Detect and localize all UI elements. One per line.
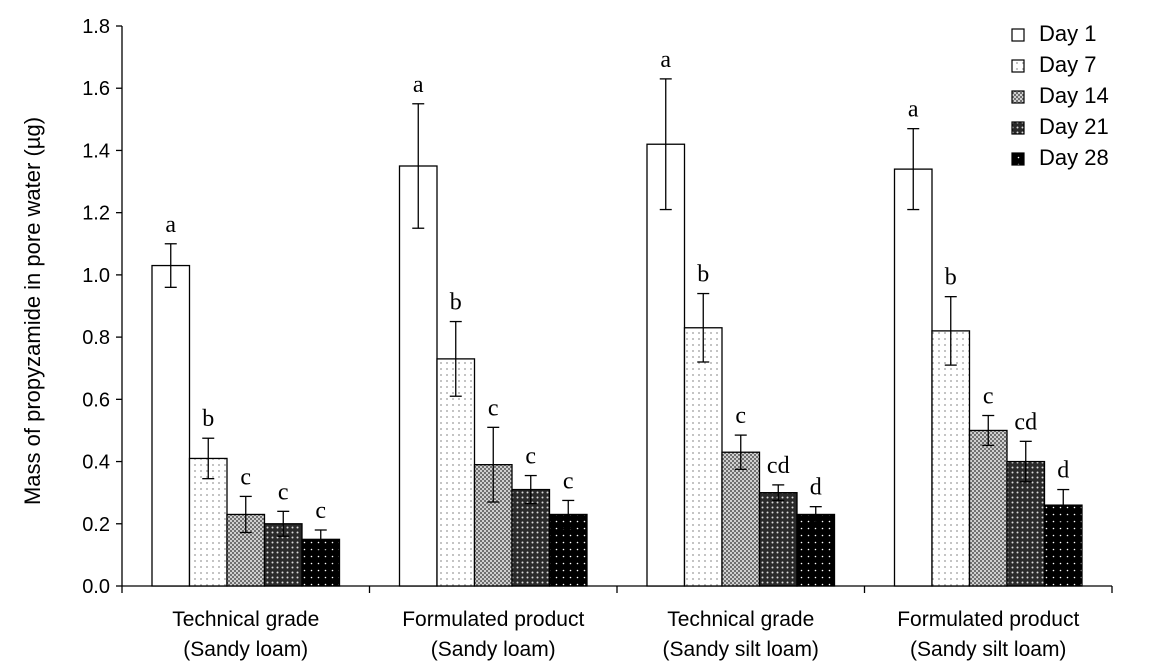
bar xyxy=(398,165,438,587)
significance-label: c xyxy=(315,498,326,524)
significance-label: cd xyxy=(767,453,790,479)
significance-label: c xyxy=(525,444,536,470)
y-tick-label: 1.2 xyxy=(82,203,110,225)
significance-label: cd xyxy=(1014,409,1037,435)
legend-label: Day 7 xyxy=(1039,52,1096,77)
bar xyxy=(758,492,798,587)
y-tick-label: 0.6 xyxy=(82,389,110,411)
bar xyxy=(646,143,686,587)
y-axis: 0.0 0.2 0.4 0.6 0.8 1.0 1.2 1.4 1.6 1.8 xyxy=(82,16,123,598)
significance-label: b xyxy=(450,290,462,316)
y-tick-label: 0.0 xyxy=(82,576,110,598)
bar xyxy=(796,513,836,587)
significance-label: c xyxy=(488,395,499,421)
significance-label: c xyxy=(240,464,251,490)
legend-label: Day 1 xyxy=(1039,21,1096,46)
x-category-label: Technical grade xyxy=(172,608,319,631)
significance-label: d xyxy=(1057,458,1069,484)
significance-label: a xyxy=(165,212,176,238)
bar xyxy=(511,488,551,587)
significance-label: a xyxy=(413,72,424,98)
significance-label: c xyxy=(983,384,994,410)
x-axis: Technical grade (Sandy loam) Formulated pr… xyxy=(121,585,1113,661)
y-tick-label: 1.4 xyxy=(82,140,110,162)
legend-label: Day 28 xyxy=(1039,145,1109,170)
y-tick-label: 0.2 xyxy=(82,514,110,536)
x-category-label: Formulated product xyxy=(897,608,1079,631)
significance-label: d xyxy=(810,475,822,501)
significance-label: b xyxy=(945,265,957,291)
legend-swatch xyxy=(1011,152,1025,166)
legend: Day 1 Day 7 Day 14 Day 21 Day 28 xyxy=(1011,21,1109,170)
x-category-label: (Sandy silt loam) xyxy=(910,638,1066,661)
legend-swatch xyxy=(1011,28,1025,42)
legend-swatch xyxy=(1011,90,1025,104)
legend-swatch xyxy=(1011,121,1025,135)
significance-label: a xyxy=(908,97,919,123)
y-axis-title: Mass of propyzamide in pore water (µg) xyxy=(20,117,45,505)
significance-label: a xyxy=(660,47,671,73)
x-category-label: (Sandy loam) xyxy=(431,638,556,661)
bar xyxy=(721,451,761,587)
x-category-label: Formulated product xyxy=(402,608,584,631)
y-tick-label: 1.0 xyxy=(82,265,110,287)
bar xyxy=(968,429,1008,587)
x-category-label: (Sandy silt loam) xyxy=(663,638,819,661)
bar xyxy=(893,168,933,587)
legend-label: Day 14 xyxy=(1039,83,1109,108)
significance-label: c xyxy=(278,479,289,505)
x-category-label: (Sandy loam) xyxy=(183,638,308,661)
y-tick-label: 1.6 xyxy=(82,78,110,100)
significance-label: c xyxy=(563,468,574,494)
legend-label: Day 21 xyxy=(1039,114,1109,139)
x-category-label: Technical grade xyxy=(667,608,814,631)
y-tick-label: 1.8 xyxy=(82,16,110,38)
y-tick-label: 0.8 xyxy=(82,327,110,349)
bar xyxy=(151,264,191,587)
significance-label: c xyxy=(735,403,746,429)
bar xyxy=(683,327,723,587)
bar xyxy=(931,330,971,587)
significance-label: b xyxy=(202,406,214,432)
significance-label: b xyxy=(697,262,709,288)
legend-swatch xyxy=(1011,59,1025,73)
y-tick-label: 0.4 xyxy=(82,452,110,474)
